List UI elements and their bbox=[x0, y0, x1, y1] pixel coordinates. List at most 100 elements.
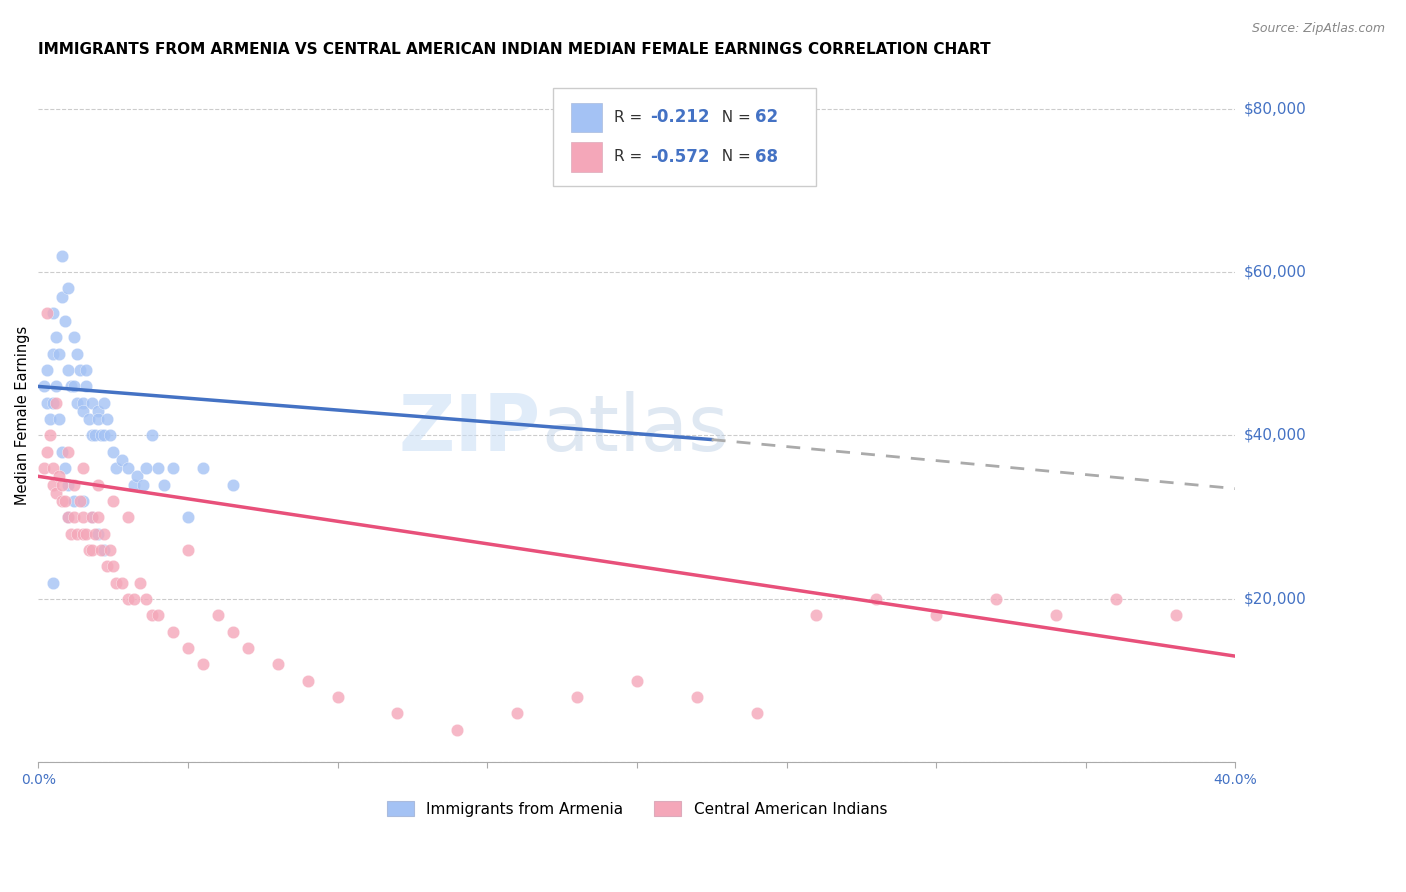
Point bbox=[39, 428, 62, 442]
Point bbox=[105, 461, 128, 475]
Point bbox=[58, 281, 80, 295]
Point bbox=[191, 461, 214, 475]
Text: 68: 68 bbox=[755, 148, 779, 166]
Text: Source: ZipAtlas.com: Source: ZipAtlas.com bbox=[1251, 22, 1385, 36]
Point bbox=[69, 494, 91, 508]
Point bbox=[72, 404, 94, 418]
Point bbox=[45, 396, 67, 410]
Point bbox=[146, 461, 169, 475]
Point bbox=[98, 542, 121, 557]
Text: 62: 62 bbox=[755, 108, 779, 127]
Point bbox=[446, 723, 468, 737]
Point bbox=[69, 363, 91, 377]
Point bbox=[75, 363, 97, 377]
Point bbox=[66, 526, 89, 541]
Point bbox=[1164, 608, 1187, 623]
Text: $20,000: $20,000 bbox=[1244, 591, 1306, 607]
Point bbox=[222, 624, 245, 639]
Point bbox=[48, 412, 70, 426]
Point bbox=[77, 412, 100, 426]
Point bbox=[48, 347, 70, 361]
Text: $40,000: $40,000 bbox=[1244, 428, 1306, 443]
FancyBboxPatch shape bbox=[571, 103, 602, 132]
Point bbox=[93, 542, 115, 557]
Point bbox=[45, 485, 67, 500]
Point bbox=[39, 412, 62, 426]
Point bbox=[42, 575, 65, 590]
Point bbox=[37, 363, 59, 377]
Point bbox=[84, 526, 107, 541]
FancyBboxPatch shape bbox=[553, 88, 817, 186]
Point bbox=[48, 469, 70, 483]
Point bbox=[58, 477, 80, 491]
Point bbox=[177, 640, 200, 655]
Point bbox=[72, 396, 94, 410]
Point bbox=[75, 526, 97, 541]
Point bbox=[117, 591, 139, 606]
Point bbox=[87, 477, 110, 491]
Point bbox=[37, 306, 59, 320]
Text: -0.212: -0.212 bbox=[650, 108, 710, 127]
Point bbox=[865, 591, 887, 606]
Point bbox=[153, 477, 176, 491]
Point bbox=[177, 510, 200, 524]
Point bbox=[82, 428, 104, 442]
Point bbox=[42, 347, 65, 361]
Point bbox=[58, 445, 80, 459]
Point bbox=[63, 330, 86, 344]
Point bbox=[141, 428, 163, 442]
Text: R =: R = bbox=[614, 150, 647, 164]
Point bbox=[84, 428, 107, 442]
Text: N =: N = bbox=[713, 150, 756, 164]
Point bbox=[34, 461, 56, 475]
Point bbox=[162, 461, 184, 475]
Point bbox=[101, 494, 124, 508]
Point bbox=[45, 330, 67, 344]
FancyBboxPatch shape bbox=[571, 143, 602, 171]
Point bbox=[806, 608, 828, 623]
Point bbox=[135, 591, 157, 606]
Point bbox=[42, 306, 65, 320]
Point bbox=[626, 673, 648, 688]
Point bbox=[87, 412, 110, 426]
Point bbox=[87, 404, 110, 418]
Point bbox=[66, 396, 89, 410]
Point bbox=[72, 461, 94, 475]
Point bbox=[129, 575, 152, 590]
Point bbox=[93, 526, 115, 541]
Text: -0.572: -0.572 bbox=[650, 148, 710, 166]
Point bbox=[82, 396, 104, 410]
Point bbox=[93, 396, 115, 410]
Point bbox=[117, 461, 139, 475]
Point bbox=[96, 559, 118, 574]
Point bbox=[75, 379, 97, 393]
Point bbox=[77, 542, 100, 557]
Point bbox=[63, 510, 86, 524]
Point bbox=[162, 624, 184, 639]
Point bbox=[72, 494, 94, 508]
Point bbox=[222, 477, 245, 491]
Point bbox=[90, 542, 112, 557]
Point bbox=[984, 591, 1007, 606]
Legend: Immigrants from Armenia, Central American Indians: Immigrants from Armenia, Central America… bbox=[380, 793, 894, 824]
Point bbox=[745, 706, 768, 721]
Point bbox=[117, 510, 139, 524]
Point bbox=[98, 428, 121, 442]
Point bbox=[60, 526, 83, 541]
Point bbox=[51, 494, 73, 508]
Point bbox=[66, 347, 89, 361]
Point bbox=[37, 445, 59, 459]
Y-axis label: Median Female Earnings: Median Female Earnings bbox=[15, 326, 30, 505]
Point bbox=[53, 461, 76, 475]
Point bbox=[1105, 591, 1128, 606]
Point bbox=[141, 608, 163, 623]
Point bbox=[925, 608, 948, 623]
Point bbox=[135, 461, 157, 475]
Point bbox=[82, 542, 104, 557]
Point bbox=[58, 510, 80, 524]
Text: R =: R = bbox=[614, 110, 647, 125]
Point bbox=[90, 428, 112, 442]
Point bbox=[82, 510, 104, 524]
Point bbox=[42, 396, 65, 410]
Text: N =: N = bbox=[713, 110, 756, 125]
